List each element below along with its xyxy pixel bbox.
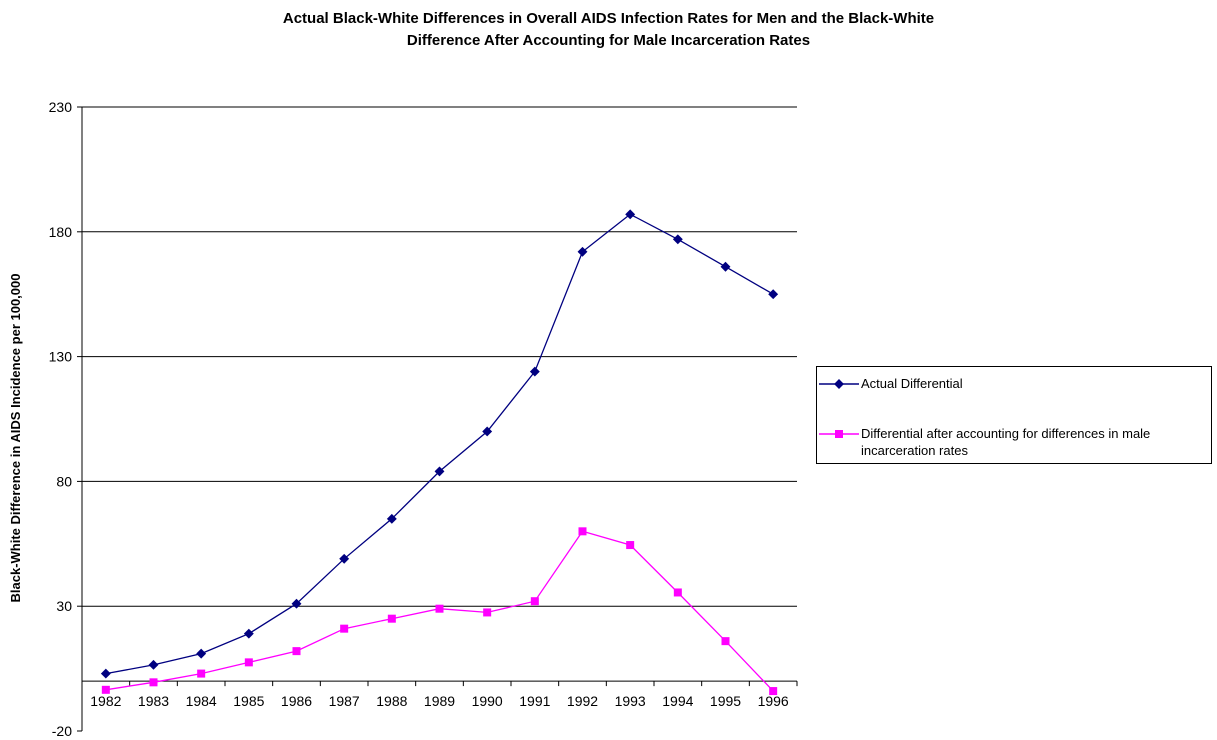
data-point-adjusted	[340, 624, 349, 633]
data-point-actual	[672, 234, 683, 245]
data-point-adjusted	[244, 658, 253, 667]
chart-title-line-1: Actual Black-White Differences in Overal…	[282, 10, 935, 27]
x-tick-label: 1989	[424, 693, 455, 709]
series-group	[100, 209, 779, 696]
y-tick-labels: -20 30 80 130 180 230	[49, 99, 73, 739]
x-tick-labels: 1982 1983 1984 1985 1986 1987 1988 1989 1990 1991…	[90, 693, 789, 709]
data-point-actual	[339, 553, 350, 564]
data-point-actual	[148, 659, 159, 670]
x-tick-label: 1983	[138, 693, 169, 709]
data-point-actual	[196, 648, 207, 659]
data-point-actual	[100, 668, 111, 679]
data-point-adjusted	[101, 685, 110, 694]
data-point-adjusted	[578, 527, 587, 536]
data-point-actual	[434, 466, 445, 477]
x-tick-label: 1992	[567, 693, 598, 709]
legend: Actual Differential Differential after a…	[816, 366, 1212, 464]
x-tick-label: 1982	[90, 693, 121, 709]
chart-title: Actual Black-White Differences in Overal…	[0, 8, 1217, 52]
data-point-adjusted	[149, 678, 158, 687]
chart-title-line-2: Difference After Accounting for Male Inc…	[406, 32, 811, 49]
y-tick-label: 230	[49, 99, 73, 115]
data-point-adjusted	[292, 647, 301, 656]
x-tick-label: 1986	[281, 693, 312, 709]
legend-label-actual: Actual Differential	[861, 376, 963, 391]
data-point-actual	[720, 261, 731, 272]
x-tick-label: 1990	[472, 693, 503, 709]
y-tick-label: 180	[49, 224, 73, 240]
data-point-actual	[291, 598, 302, 609]
data-point-actual	[529, 366, 540, 377]
legend-swatch-adjusted	[819, 430, 859, 438]
data-point-actual	[577, 246, 588, 257]
y-tick-label: 130	[49, 349, 73, 365]
data-point-actual	[386, 513, 397, 524]
data-point-actual	[768, 289, 779, 300]
x-tick-label: 1987	[329, 693, 360, 709]
data-point-adjusted	[483, 608, 492, 617]
data-point-adjusted	[721, 637, 730, 646]
data-point-actual	[625, 209, 636, 220]
legend-swatch-actual	[819, 379, 859, 389]
data-point-actual	[482, 426, 493, 437]
axes	[77, 106, 798, 732]
x-tick-label: 1994	[662, 693, 693, 709]
data-point-adjusted	[197, 669, 206, 678]
legend-label-adjusted: Differential after accounting for differ…	[861, 426, 1151, 458]
data-point-adjusted	[435, 604, 444, 613]
x-tick-label: 1985	[233, 693, 264, 709]
y-tick-label: -20	[52, 723, 72, 739]
data-point-adjusted	[769, 687, 778, 696]
y-tick-label: 80	[56, 473, 72, 489]
data-point-adjusted	[387, 614, 396, 623]
data-point-adjusted	[530, 597, 539, 606]
x-tick-label: 1995	[710, 693, 741, 709]
y-axis-label: Black-White Difference in AIDS Incidence…	[8, 274, 23, 603]
x-tick-label: 1988	[376, 693, 407, 709]
data-point-adjusted	[626, 541, 635, 550]
x-tick-label: 1984	[186, 693, 217, 709]
x-tick-label: 1991	[519, 693, 550, 709]
gridlines	[82, 106, 797, 607]
x-tick-label: 1996	[758, 693, 789, 709]
data-point-actual	[243, 628, 254, 639]
data-point-adjusted	[673, 588, 682, 597]
y-tick-label: 30	[56, 598, 72, 614]
x-tick-label: 1993	[615, 693, 646, 709]
